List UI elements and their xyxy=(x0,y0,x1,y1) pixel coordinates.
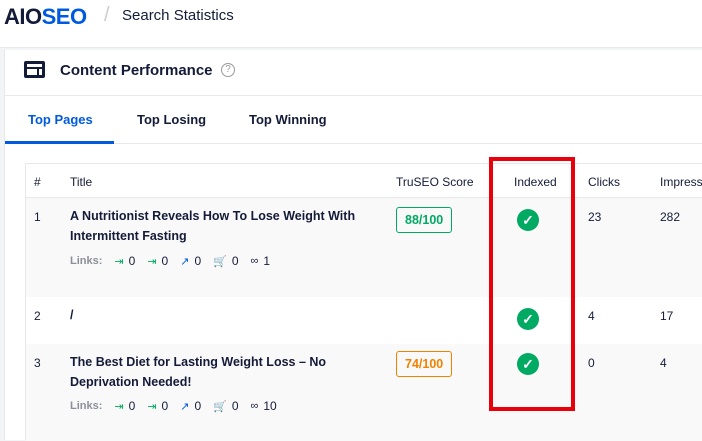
logo-text-accent: SEO xyxy=(41,4,87,29)
top-bar: AIOSEO / Search Statistics xyxy=(0,0,702,48)
cart-icon: 🛒 xyxy=(213,400,227,413)
truseo-score-badge: 88/100 xyxy=(396,207,453,233)
card-title: Content Performance xyxy=(60,62,213,79)
indexed-check-icon: ✓ xyxy=(517,209,539,231)
col-truseo-score[interactable]: TruSEO Score xyxy=(396,175,474,189)
cart-icon: 🛒 xyxy=(213,255,227,268)
row-number: 3 xyxy=(34,356,41,370)
tab-top-pages[interactable]: Top Pages xyxy=(28,112,93,127)
row-number: 2 xyxy=(34,309,41,323)
links-label: Links: xyxy=(70,255,103,267)
external-link-icon: ↗ xyxy=(180,255,190,268)
internal-outbound-icon: ⇥ xyxy=(147,400,157,413)
external-count: 0 xyxy=(194,254,202,268)
table-row: 1 A Nutritionist Reveals How To Lose Wei… xyxy=(26,198,702,297)
col-number: # xyxy=(34,175,41,189)
internal-outbound-icon: ⇥ xyxy=(147,255,157,268)
impressions-value: 4 xyxy=(660,356,667,370)
clicks-value: 4 xyxy=(588,309,595,323)
table-row: 2 / ✓ 4 17 xyxy=(26,297,702,344)
col-impressions[interactable]: Impress xyxy=(660,175,702,189)
internal-outbound-count: 0 xyxy=(161,254,169,268)
table-header: # Title TruSEO Score Indexed Clicks Impr… xyxy=(26,164,702,198)
tab-top-losing[interactable]: Top Losing xyxy=(137,112,207,127)
tabs: Top Pages Top Losing Top Winning xyxy=(5,96,702,144)
indexed-check-icon: ✓ xyxy=(517,308,539,330)
tab-top-winning[interactable]: Top Winning xyxy=(249,112,327,127)
indexed-check-icon: ✓ xyxy=(517,353,539,375)
total-links-count: 10 xyxy=(263,399,277,413)
links-label: Links: xyxy=(70,400,103,412)
internal-inbound-icon: ⇥ xyxy=(114,255,124,268)
top-pages-table: # Title TruSEO Score Indexed Clicks Impr… xyxy=(25,163,702,441)
table-row: 3 The Best Diet for Lasting Weight Loss … xyxy=(26,344,702,441)
layout-icon xyxy=(24,61,45,78)
impressions-value: 282 xyxy=(660,210,681,224)
link-icon: ∞ xyxy=(250,255,259,267)
row-number: 1 xyxy=(34,210,41,224)
clicks-value: 0 xyxy=(588,356,595,370)
page-title-link[interactable]: A Nutritionist Reveals How To Lose Weigh… xyxy=(70,209,356,243)
links-summary: Links: ⇥ 0 ⇥ 0 ↗ 0 🛒 0 ∞ 1 xyxy=(70,254,282,268)
breadcrumb-separator: / xyxy=(104,4,110,26)
col-indexed[interactable]: Indexed xyxy=(514,175,557,189)
internal-inbound-count: 0 xyxy=(128,254,136,268)
external-count: 0 xyxy=(194,399,202,413)
truseo-score-badge: 74/100 xyxy=(396,351,453,377)
col-title[interactable]: Title xyxy=(70,175,93,189)
col-clicks[interactable]: Clicks xyxy=(588,175,620,189)
external-link-icon: ↗ xyxy=(180,400,190,413)
links-summary: Links: ⇥ 0 ⇥ 0 ↗ 0 🛒 0 ∞ 10 xyxy=(70,399,289,413)
breadcrumb: Search Statistics xyxy=(122,7,234,24)
logo-text: AIO xyxy=(4,4,42,29)
affiliate-count: 0 xyxy=(231,254,239,268)
total-links-count: 1 xyxy=(263,254,271,268)
internal-inbound-count: 0 xyxy=(128,399,136,413)
aioseo-logo[interactable]: AIOSEO xyxy=(4,4,87,30)
help-icon[interactable]: ? xyxy=(221,63,235,77)
internal-outbound-count: 0 xyxy=(161,399,169,413)
affiliate-count: 0 xyxy=(231,399,239,413)
clicks-value: 23 xyxy=(588,210,602,224)
impressions-value: 17 xyxy=(660,309,674,323)
indexed-column-highlight xyxy=(489,157,575,411)
content-performance-card: Content Performance ? Top Pages Top Losi… xyxy=(4,50,702,441)
internal-inbound-icon: ⇥ xyxy=(114,400,124,413)
link-icon: ∞ xyxy=(250,400,259,412)
page-title-link[interactable]: / xyxy=(70,308,74,322)
active-tab-indicator xyxy=(5,141,114,144)
page-title-link[interactable]: The Best Diet for Lasting Weight Loss – … xyxy=(70,355,327,389)
